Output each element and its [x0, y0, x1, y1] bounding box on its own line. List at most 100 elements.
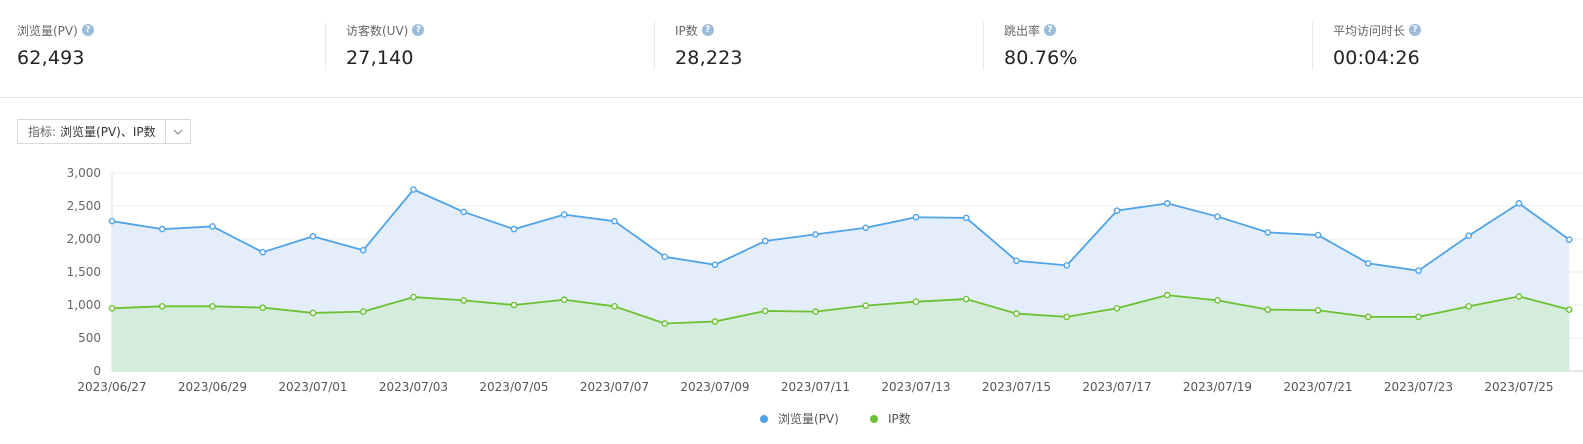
y-tick-label: 1,000 — [67, 298, 101, 312]
metric-selector[interactable]: 指标: 浏览量(PV)、IP数 — [17, 119, 191, 144]
pv-point — [410, 186, 417, 193]
stat-value: 80.76% — [1004, 47, 1078, 69]
chevron-down-icon[interactable] — [165, 120, 190, 143]
ip-point — [560, 296, 568, 304]
ip-point — [661, 320, 669, 327]
y-tick-label: 0 — [93, 364, 101, 378]
help-icon[interactable]: ? — [81, 24, 94, 36]
ip-point — [1214, 297, 1221, 304]
ip-area — [112, 295, 1570, 371]
stat-label: 浏览量(PV) — [17, 23, 78, 38]
trend-chart: 0 500 1,000 1,500 2,000 2,500 3,000 2023/06/27 2… — [67, 166, 1583, 394]
x-tick-label: 2023/07/09 — [680, 380, 749, 394]
stat-ip: IP数? 28,223 — [675, 22, 743, 70]
legend-item-pv[interactable]: 浏览量(PV) — [760, 410, 839, 427]
pv-point — [309, 233, 317, 240]
pv-point — [209, 223, 216, 230]
stat-label: 跳出率 — [1004, 23, 1041, 38]
ip-point — [309, 309, 317, 317]
help-icon[interactable]: ? — [701, 24, 714, 36]
legend-label-pv: 浏览量(PV) — [778, 412, 839, 426]
stat-bounce-rate: 跳出率? 80.76% — [1004, 22, 1078, 70]
ip-point — [1515, 293, 1523, 300]
legend-item-ip[interactable]: IP数 — [870, 410, 911, 427]
x-tick-label: 2023/07/13 — [881, 380, 950, 394]
ip-point — [1364, 313, 1372, 321]
pv-point — [1364, 260, 1372, 267]
stat-uv: 访客数(UV)? 27,140 — [346, 22, 425, 70]
stat-value: 28,223 — [675, 47, 743, 69]
pv-point — [158, 225, 166, 233]
pv-point — [1314, 231, 1322, 239]
pv-point — [1415, 267, 1422, 274]
pv-point — [611, 217, 618, 225]
divider — [1312, 22, 1313, 70]
help-icon[interactable]: ? — [1044, 24, 1057, 36]
ip-point — [1465, 303, 1473, 310]
x-tick-label: 2023/07/21 — [1283, 380, 1352, 394]
stat-label: IP数 — [675, 23, 698, 38]
ip-point — [1565, 306, 1573, 313]
x-tick-label: 2023/07/07 — [580, 380, 649, 394]
ip-point — [209, 303, 216, 310]
help-icon[interactable]: ? — [412, 24, 425, 36]
stat-pv: 浏览量(PV)? 62,493 — [17, 22, 94, 70]
pv-line — [111, 188, 1570, 272]
ip-point — [611, 303, 618, 310]
pv-point — [862, 224, 870, 232]
pv-point — [259, 248, 267, 256]
x-tick-label: 2023/06/29 — [178, 380, 247, 394]
y-tick-label: 2,000 — [67, 232, 101, 246]
ip-point — [460, 297, 468, 304]
x-tick-label: 2023/07/05 — [479, 380, 548, 394]
x-tick-label: 2023/07/25 — [1484, 380, 1553, 394]
ip-point — [108, 304, 116, 312]
pv-point — [510, 225, 518, 233]
x-tick-label: 2023/07/19 — [1183, 380, 1252, 394]
chart-legend: 浏览量(PV) IP数 — [0, 410, 1583, 428]
ip-point — [711, 318, 719, 325]
pv-point — [1063, 262, 1071, 269]
ip-point — [1013, 310, 1020, 317]
ip-point — [761, 307, 769, 315]
ip-point — [1415, 313, 1422, 321]
stat-label: 访客数(UV) — [346, 23, 409, 38]
pv-point — [359, 246, 367, 254]
ip-point — [1063, 313, 1071, 321]
ip-point — [510, 301, 518, 309]
x-tick-label: 2023/07/11 — [781, 380, 850, 394]
pv-point — [1013, 257, 1020, 265]
ip-point — [1264, 306, 1272, 313]
pv-point — [108, 217, 116, 225]
x-tick-label: 2023/07/03 — [379, 380, 448, 394]
legend-dot-ip — [870, 414, 878, 423]
x-tick-label: 2023/07/15 — [982, 380, 1051, 394]
stat-value: 62,493 — [17, 47, 85, 69]
ip-point — [158, 303, 166, 310]
pv-point — [560, 211, 568, 218]
selector-label: 指标: — [28, 125, 57, 139]
legend-dot-pv — [760, 414, 768, 423]
y-tick-label: 3,000 — [67, 166, 101, 180]
pv-point — [711, 261, 719, 269]
pv-point — [761, 237, 769, 245]
ip-point — [812, 308, 819, 315]
divider — [325, 22, 326, 70]
y-tick-label: 500 — [78, 331, 101, 345]
ip-point — [1163, 291, 1171, 299]
divider — [654, 22, 655, 70]
pv-point — [1465, 232, 1473, 239]
pv-point — [1515, 200, 1523, 207]
help-icon[interactable]: ? — [1409, 24, 1422, 36]
ip-point — [359, 308, 367, 315]
divider — [983, 22, 984, 70]
ip-point — [1314, 306, 1322, 314]
x-tick-label: 2023/07/01 — [278, 380, 347, 394]
y-tick-label: 2,500 — [67, 199, 101, 213]
ip-point — [259, 304, 267, 311]
pv-point — [962, 214, 970, 222]
pv-point — [1214, 213, 1221, 220]
pv-point — [460, 208, 468, 216]
x-tick-label: 2023/06/27 — [77, 380, 146, 394]
ip-point — [962, 295, 970, 303]
